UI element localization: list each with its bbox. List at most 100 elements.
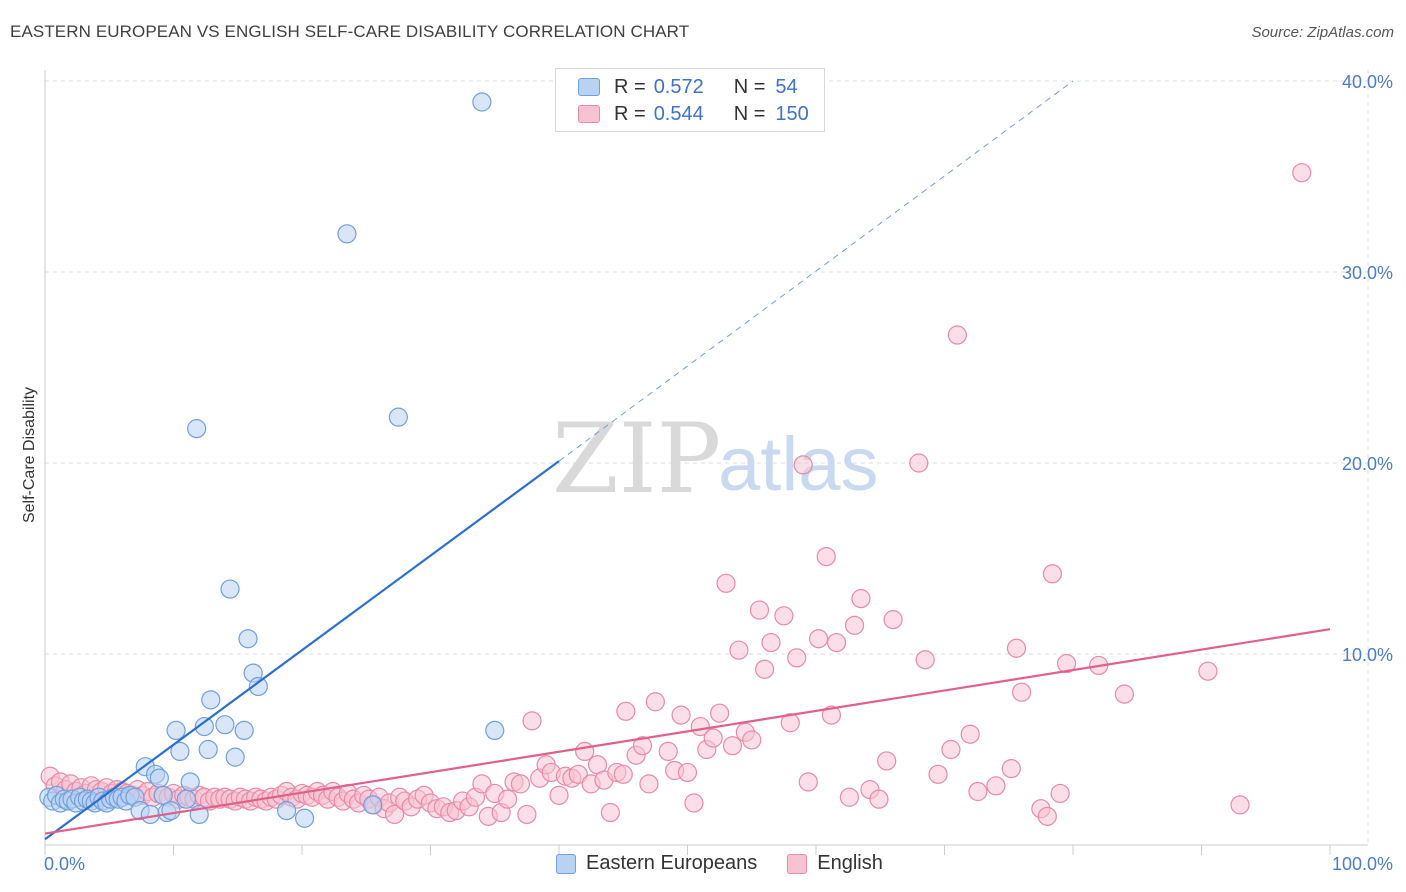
eastern-point <box>363 795 383 815</box>
legend-r-value: 0.572 <box>653 75 704 98</box>
x-tick-label: 100.0% <box>1332 854 1393 874</box>
correlation-legend: R = 0.572 N = 54 R = 0.544 N = 150 <box>555 68 825 132</box>
legend-r-label: R = <box>614 102 646 125</box>
watermark-zip: ZIP <box>552 403 721 515</box>
english-point <box>1230 795 1250 815</box>
watermark: ZIP atlas <box>552 403 879 515</box>
english-point <box>986 776 1006 796</box>
eastern-point <box>140 804 160 825</box>
english-point <box>808 629 829 649</box>
english-point <box>1001 758 1021 779</box>
eastern-point <box>294 808 315 828</box>
english-point <box>498 789 518 809</box>
english-point <box>960 724 980 744</box>
legend-r-value: 0.544 <box>653 102 704 125</box>
english-point <box>510 774 531 794</box>
english-point <box>749 600 770 620</box>
english-point <box>472 774 492 794</box>
legend-r-label: R = <box>614 75 646 98</box>
eastern-point <box>198 739 218 760</box>
legend-label-english: English <box>817 852 883 874</box>
english-point <box>671 705 691 725</box>
english-point <box>742 730 762 750</box>
english-point <box>722 736 743 756</box>
english-point <box>1114 684 1135 704</box>
english-point <box>877 751 897 771</box>
legend-item-english[interactable]: English <box>787 852 883 875</box>
legend-swatch-blue <box>578 78 600 96</box>
english-point <box>658 741 678 762</box>
english-point <box>639 774 659 794</box>
english-point <box>869 789 889 809</box>
eastern-point <box>201 690 221 710</box>
english-point <box>568 764 588 784</box>
eastern-point <box>248 676 268 697</box>
english-point <box>729 640 749 660</box>
english-point <box>1056 653 1077 674</box>
english-point <box>844 615 865 635</box>
eastern-point <box>388 407 408 427</box>
english-point <box>632 736 653 756</box>
source-label: Source: ZipAtlas.com <box>1251 24 1394 41</box>
english-point <box>600 802 621 823</box>
eastern-europeans-series <box>39 92 505 828</box>
english-point <box>549 785 569 805</box>
eastern-point <box>234 720 254 741</box>
english-point <box>616 701 636 721</box>
y-tick-label: 10.0% <box>1342 645 1393 665</box>
trendlines <box>44 80 1331 841</box>
legend-n-value: 54 <box>775 75 798 98</box>
english-point <box>851 589 871 609</box>
eastern-point <box>180 772 200 792</box>
english-point <box>1292 163 1312 183</box>
english-point <box>677 762 698 783</box>
eastern-point <box>176 789 196 809</box>
y-axis-label: Self-Care Disability <box>21 387 38 523</box>
eastern-point <box>472 92 492 112</box>
english-point <box>1011 682 1032 702</box>
legend-n-value: 150 <box>775 102 809 125</box>
y-tick-label: 20.0% <box>1342 454 1393 474</box>
english-point <box>684 793 704 813</box>
eastern-point <box>215 715 235 735</box>
english-point <box>821 705 842 725</box>
english-point <box>883 610 903 630</box>
eastern-point <box>276 801 297 821</box>
english-point <box>780 713 800 733</box>
axes <box>44 70 1368 855</box>
english-point <box>774 606 794 626</box>
english-point <box>1050 783 1070 804</box>
eastern-point <box>161 801 181 821</box>
tick-labels: 10.0% 20.0% 30.0% 40.0% 0.0% 100.0% <box>44 72 1393 874</box>
english-point <box>928 764 948 784</box>
english-point <box>575 741 595 762</box>
legend-label-eastern-europeans: Eastern Europeans <box>586 852 758 874</box>
english-point <box>613 764 633 784</box>
english-point <box>384 804 405 825</box>
y-tick-label: 40.0% <box>1342 72 1393 92</box>
eastern-point <box>225 747 245 767</box>
english-point <box>1042 564 1063 584</box>
english-point <box>1006 638 1027 658</box>
english-point <box>1037 806 1057 826</box>
english-point <box>787 648 807 668</box>
legend-row-eastern: R = 0.572 N = 54 <box>578 75 798 99</box>
eastern-point <box>166 720 186 741</box>
chart-title: EASTERN EUROPEAN VS ENGLISH SELF-CARE DI… <box>10 22 690 41</box>
legend-item-eastern-europeans[interactable]: Eastern Europeans <box>556 852 757 875</box>
legend-n-label: N = <box>733 75 766 98</box>
legend-swatch-blue <box>556 853 576 874</box>
eastern-trendline-extension <box>558 80 1074 462</box>
eastern-point <box>337 224 357 244</box>
english-point <box>645 692 665 712</box>
english-point <box>826 632 847 653</box>
english-point <box>716 573 736 593</box>
eastern-point <box>485 720 505 741</box>
english-point <box>522 711 542 731</box>
english-point <box>947 325 967 345</box>
eastern-point <box>149 768 169 788</box>
gridlines <box>45 70 1369 845</box>
eastern-point <box>194 716 214 737</box>
x-tick-label: 0.0% <box>44 854 85 874</box>
